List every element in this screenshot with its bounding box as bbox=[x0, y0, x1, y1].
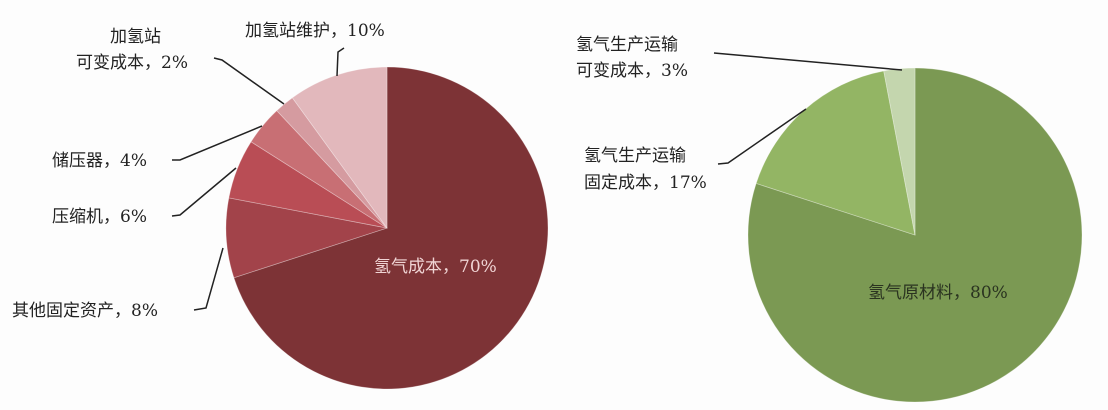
slice-label-transport-fixed-line2: 固定成本，17% bbox=[584, 173, 707, 193]
slice-label-storage: 储压器，4% bbox=[52, 151, 147, 171]
slice-label-transport-variable-line2: 可变成本，3% bbox=[576, 61, 688, 81]
pie-slice-1-0 bbox=[747, 67, 1083, 403]
slice-label-compressor: 压缩机，6% bbox=[52, 207, 147, 227]
right-pie-chart bbox=[747, 67, 1083, 403]
slice-label-hydrogen-cost: 氢气成本，70% bbox=[374, 257, 497, 277]
leader-line bbox=[193, 247, 224, 311]
slice-label-variable-line2: 可变成本，2% bbox=[76, 53, 188, 73]
pie-slice-1-2 bbox=[883, 67, 916, 236]
leader-line bbox=[717, 108, 807, 165]
slice-label-other-fixed: 其他固定资产，8% bbox=[12, 301, 158, 321]
slice-label-maintenance: 加氢站维护，10% bbox=[245, 21, 385, 41]
pie-slice-0-3 bbox=[250, 110, 388, 229]
pie-slice-0-1 bbox=[225, 197, 388, 279]
pie-slice-0-0 bbox=[233, 66, 549, 390]
slice-label-transport-variable-line1: 氢气生产运输 bbox=[576, 35, 678, 55]
leader-line bbox=[336, 47, 345, 77]
leader-line bbox=[213, 57, 285, 105]
leader-line bbox=[172, 125, 263, 161]
leader-line bbox=[171, 167, 237, 217]
pie-slice-0-4 bbox=[276, 97, 388, 229]
slice-label-transport-fixed-line1: 氢气生产运输 bbox=[584, 146, 686, 166]
pie-slice-0-2 bbox=[228, 141, 388, 229]
slice-label-raw-material: 氢气原材料，80% bbox=[868, 283, 1008, 303]
slice-label-variable-line1: 加氢站 bbox=[110, 27, 161, 47]
left-pie-chart bbox=[225, 66, 549, 390]
leader-line bbox=[713, 52, 903, 71]
